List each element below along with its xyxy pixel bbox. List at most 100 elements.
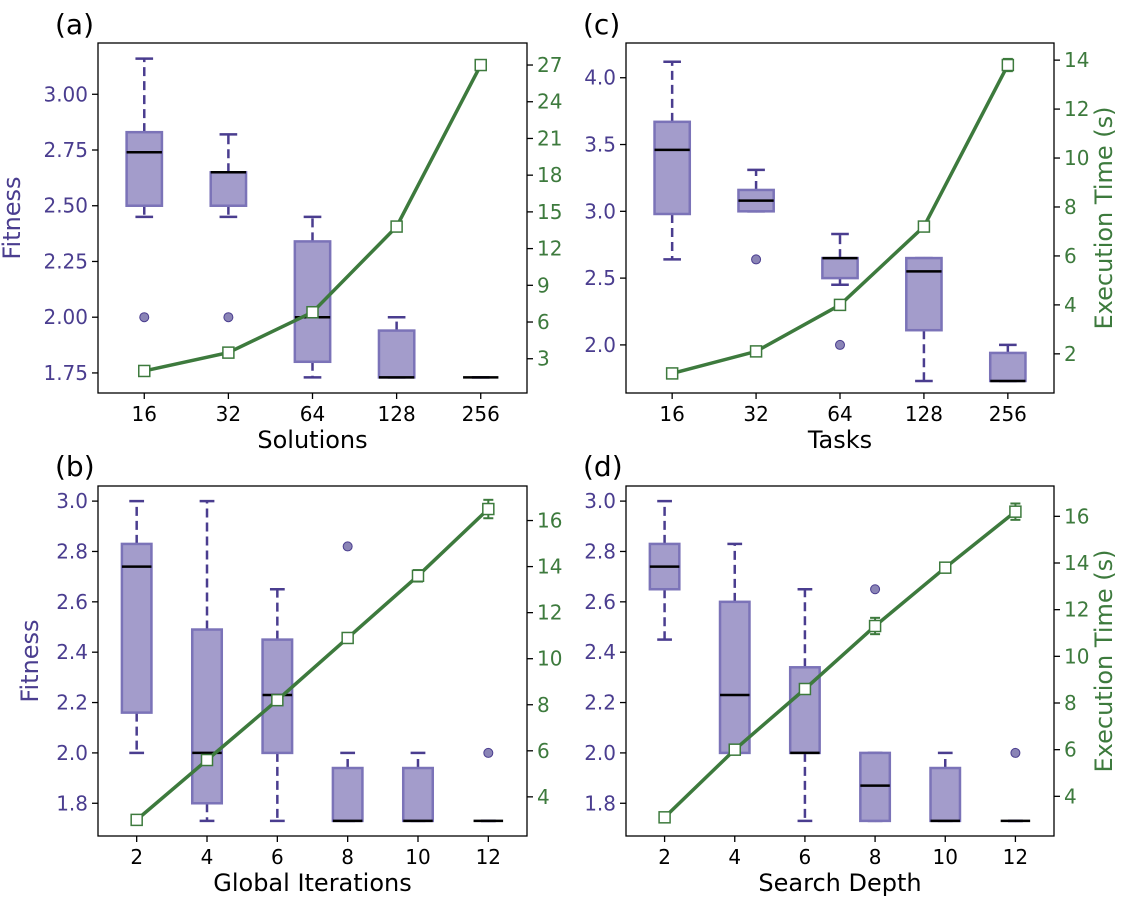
box-body	[377, 329, 416, 379]
box-plot	[653, 60, 692, 261]
y2-tick-label: 6	[537, 310, 550, 334]
execution-time-marker	[938, 561, 952, 574]
execution-time-marker	[222, 346, 235, 359]
y2-tick-label: 9	[537, 273, 550, 297]
y-tick-label: 3.0	[584, 199, 616, 223]
x-tick-label: 64	[300, 402, 325, 426]
outlier-point	[1010, 747, 1021, 758]
box-body	[190, 628, 224, 805]
y2-tick-label: 4	[1064, 784, 1077, 808]
y-tick-label: 2.4	[56, 640, 88, 664]
y-tick-label: 2.6	[56, 590, 88, 614]
box-plot	[905, 256, 943, 383]
execution-time-marker	[658, 811, 671, 824]
execution-time-marker	[411, 569, 425, 583]
x-axis-label: Tasks	[807, 426, 872, 454]
execution-time-marker	[306, 305, 319, 319]
box-plot	[125, 57, 164, 323]
x-tick-label: 10	[405, 845, 430, 869]
x-tick-label: 6	[271, 845, 284, 869]
box-body	[859, 751, 892, 823]
box-plot	[737, 168, 775, 265]
box-plot	[331, 541, 364, 823]
outlier-point	[223, 312, 234, 323]
execution-time-marker	[798, 682, 812, 696]
box-plot	[988, 343, 1027, 383]
y2-tick-label: 8	[1064, 691, 1077, 715]
outlier-point	[870, 584, 881, 595]
y2-tick-label: 6	[537, 739, 550, 763]
execution-time-marker	[200, 753, 214, 767]
y2-tick-label: 15	[537, 200, 562, 224]
y-axis-label: Fitness	[0, 176, 26, 259]
y-tick-label: 3.5	[584, 133, 616, 157]
y2-tick-label: 14	[1064, 48, 1089, 72]
y2-tick-label: 18	[537, 163, 562, 187]
x-tick-label: 256	[989, 402, 1027, 426]
box-plot	[377, 315, 416, 379]
x-tick-label: 10	[933, 845, 958, 869]
y-tick-label: 2.75	[43, 138, 88, 162]
panel-label: (a)	[55, 8, 94, 41]
chart-panel: 1.8 2.0 2.2 2.4 2.6 2.8 3.0 4 6 8 10 12 14 16 2 4 6 8 10 12…	[583, 450, 1118, 897]
x-tick-label: 8	[869, 845, 882, 869]
plot-frame	[97, 485, 528, 837]
execution-time-marker	[749, 345, 763, 358]
box-body	[331, 766, 364, 823]
box-body	[120, 542, 153, 714]
box-plot	[1000, 747, 1031, 823]
x-tick-label: 128	[905, 402, 943, 426]
execution-time-marker	[917, 220, 931, 233]
execution-time-line	[663, 510, 1017, 819]
box-body	[718, 600, 751, 755]
execution-time-marker	[1001, 58, 1015, 72]
x-tick-label: 6	[799, 845, 812, 869]
y-tick-label: 1.8	[56, 791, 88, 815]
execution-time-marker	[728, 743, 742, 756]
y-tick-label: 2.2	[584, 691, 616, 715]
x-tick-label: 12	[1003, 845, 1028, 869]
y2-tick-label: 24	[537, 90, 562, 114]
y2-tick-label: 6	[1064, 738, 1077, 762]
box-plot	[788, 587, 821, 823]
y-tick-label: 3.0	[584, 489, 616, 513]
y2-tick-label: 8	[537, 693, 550, 717]
x-tick-label: 32	[743, 402, 768, 426]
box-plot	[190, 499, 224, 823]
y2-tick-label: 4	[537, 785, 550, 809]
execution-time-marker	[474, 58, 487, 72]
y-tick-label: 2.0	[56, 741, 88, 765]
box-body	[125, 130, 164, 207]
box-plot	[209, 133, 248, 323]
y2-axis-label: Execution Time (s)	[1090, 107, 1118, 330]
y-tick-label: 2.2	[56, 691, 88, 715]
y-tick-label: 2.8	[584, 539, 616, 563]
chart-panel: 1.75 2.00 2.25 2.50 2.75 3.00 3 6 9 12 15 18 21 24 27 1…	[0, 8, 562, 454]
panel-label: (c)	[583, 8, 620, 41]
y-tick-label: 2.0	[584, 741, 616, 765]
outlier-point	[751, 254, 762, 265]
box-plot	[859, 584, 892, 823]
y2-tick-label: 12	[1064, 598, 1089, 622]
y-tick-label: 1.75	[43, 361, 88, 385]
box-body	[821, 256, 859, 280]
execution-time-marker	[271, 693, 284, 707]
execution-time-line	[135, 507, 490, 822]
box-body	[401, 766, 435, 823]
box-body	[653, 120, 692, 216]
box-body	[988, 351, 1027, 383]
y-tick-label: 2.0	[584, 333, 616, 357]
y-tick-label: 2.50	[43, 194, 88, 218]
x-tick-label: 8	[341, 845, 354, 869]
execution-time-marker	[833, 298, 847, 312]
x-tick-label: 4	[201, 845, 214, 869]
y-tick-label: 2.4	[584, 640, 616, 664]
outlier-point	[835, 339, 845, 350]
execution-time-marker	[138, 364, 151, 378]
box-plot	[293, 215, 332, 379]
y-tick-label: 2.00	[43, 305, 88, 329]
box-body	[209, 171, 248, 207]
box-body	[929, 766, 962, 823]
outlier-point	[139, 312, 150, 323]
